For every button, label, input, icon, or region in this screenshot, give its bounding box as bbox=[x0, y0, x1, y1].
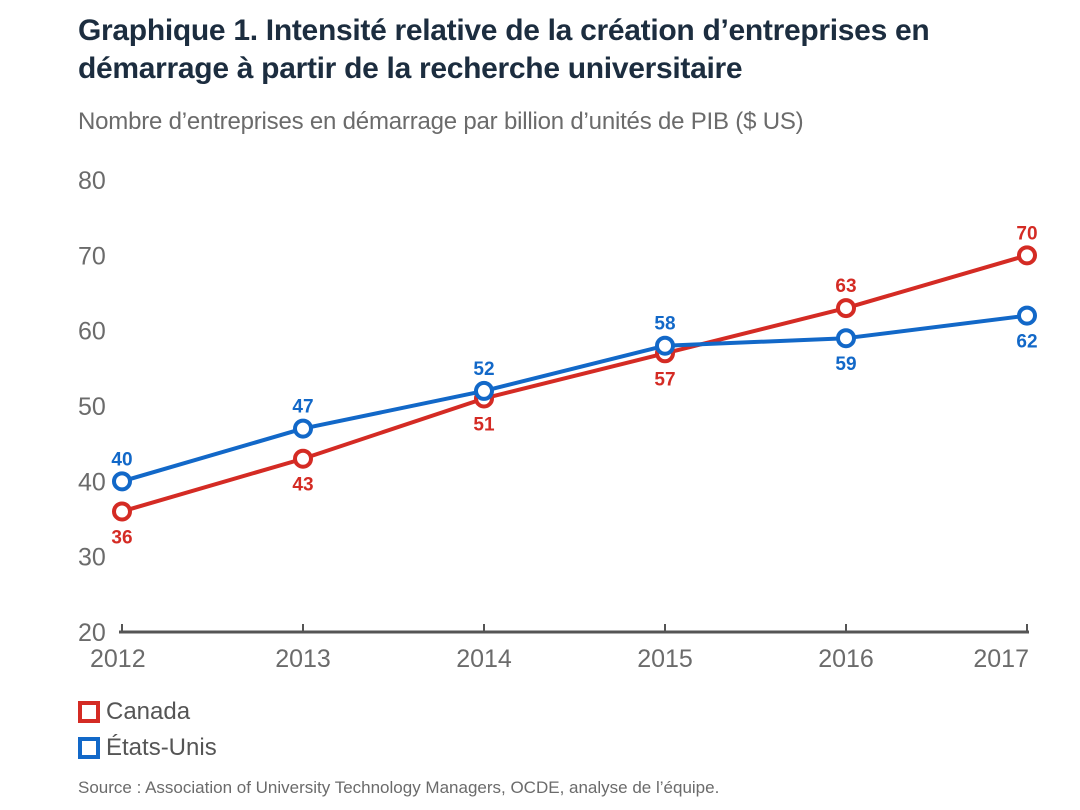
legend-swatch-canada bbox=[78, 701, 100, 723]
data-point-usa bbox=[655, 335, 675, 356]
data-point-canada bbox=[293, 448, 313, 469]
series-canada: 36 43 51 57 63 70 bbox=[111, 223, 1037, 548]
y-tick-label: 70 bbox=[78, 242, 106, 270]
data-label-canada: 70 bbox=[1016, 223, 1037, 244]
data-label-canada: 57 bbox=[654, 369, 675, 390]
y-tick-label: 30 bbox=[78, 544, 106, 572]
y-axis: 20 30 40 50 60 70 80 bbox=[78, 167, 106, 647]
chart-subtitle: Nombre d’entreprises en démarrage par bi… bbox=[78, 108, 804, 135]
data-point-usa bbox=[1017, 305, 1037, 326]
y-tick-label: 20 bbox=[78, 619, 106, 647]
legend-label-usa: États-Unis bbox=[106, 734, 217, 761]
series-usa: 40 47 52 58 59 62 bbox=[111, 305, 1038, 492]
x-tick-label: 2013 bbox=[275, 645, 331, 673]
data-point-usa bbox=[293, 418, 313, 439]
data-point-canada bbox=[1017, 245, 1037, 266]
series-line-usa bbox=[121, 313, 1028, 484]
x-tick-label: 2017 bbox=[973, 645, 1029, 673]
data-point-canada bbox=[112, 501, 132, 522]
y-tick-label: 40 bbox=[78, 468, 106, 496]
legend-label-canada: Canada bbox=[106, 698, 191, 725]
y-tick-label: 50 bbox=[78, 393, 106, 421]
data-point-usa bbox=[836, 328, 856, 349]
legend-item-canada: Canada bbox=[78, 694, 217, 730]
data-label-usa: 40 bbox=[111, 449, 132, 470]
legend-swatch-usa bbox=[78, 737, 100, 759]
data-label-canada: 51 bbox=[473, 414, 495, 435]
y-tick-label: 80 bbox=[78, 167, 106, 195]
data-label-usa: 47 bbox=[292, 397, 313, 418]
data-label-canada: 63 bbox=[835, 276, 856, 297]
chart-title: Graphique 1. Intensité relative de la cr… bbox=[78, 14, 930, 85]
x-tick-label: 2012 bbox=[90, 645, 146, 673]
legend-item-usa: États-Unis bbox=[78, 730, 217, 766]
data-label-usa: 58 bbox=[654, 314, 675, 335]
x-tick-label: 2016 bbox=[818, 645, 874, 673]
legend: Canada États-Unis bbox=[78, 694, 217, 766]
x-axis: 2012 2013 2014 2015 2016 2017 bbox=[90, 624, 1029, 673]
data-label-usa: 59 bbox=[835, 354, 856, 375]
y-tick-label: 60 bbox=[78, 318, 106, 346]
data-label-canada: 36 bbox=[111, 527, 132, 548]
x-tick-label: 2014 bbox=[456, 645, 512, 673]
series-line-canada bbox=[121, 253, 1028, 514]
data-label-usa: 62 bbox=[1016, 332, 1037, 353]
source-note: Source : Association of University Techn… bbox=[78, 778, 720, 797]
x-tick-label: 2015 bbox=[637, 645, 693, 673]
data-label-canada: 43 bbox=[292, 475, 313, 496]
data-point-usa bbox=[474, 380, 494, 401]
data-point-usa bbox=[112, 471, 132, 492]
data-label-usa: 52 bbox=[473, 359, 494, 380]
series-group: 36 43 51 57 63 70 40 47 52 58 59 62 bbox=[111, 223, 1037, 548]
data-point-canada bbox=[836, 298, 856, 319]
